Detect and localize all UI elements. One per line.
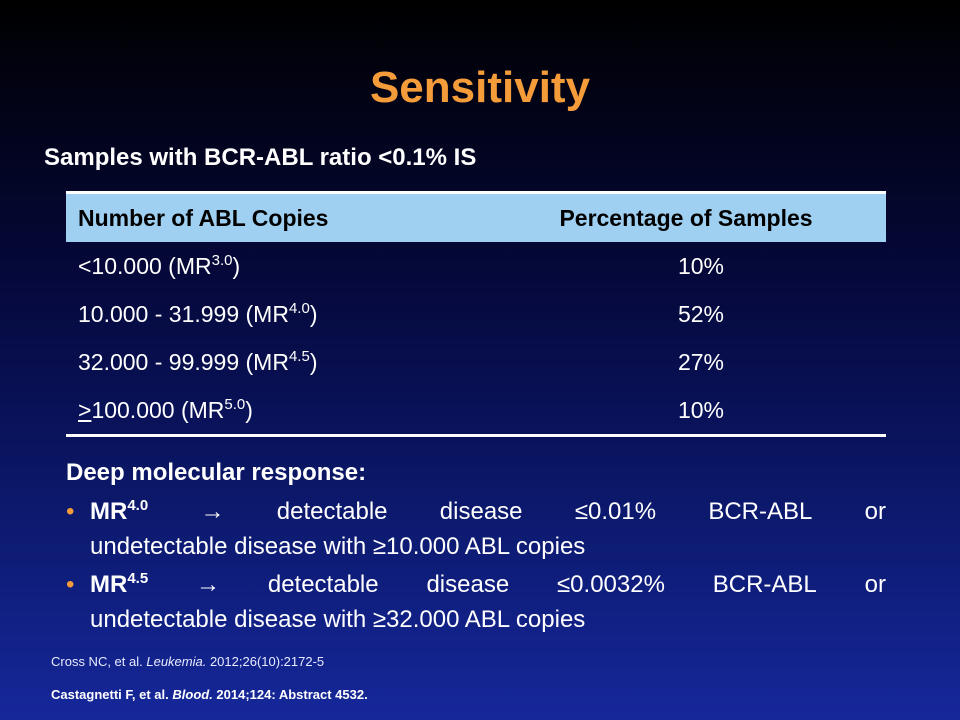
row-percent-cell: 10% — [677, 252, 725, 279]
ref-journal: Blood. — [172, 687, 213, 702]
reference-castagnetti: Castagnetti F, et al. Blood. 2014;124: A… — [51, 686, 368, 704]
row-percent-cell: 10% — [677, 396, 725, 423]
table-row: 10.000 - 31.999 (MR4.0) 52% — [66, 290, 886, 338]
row-mr-sup: 4.5 — [288, 347, 310, 365]
ref-authors: Cross NC, et al. — [51, 654, 147, 669]
bullet-line-2: undetectable disease with ≥32.000 ABL co… — [90, 606, 586, 633]
bullet-line-2: undetectable disease with ≥10.000 ABL co… — [90, 533, 586, 560]
ref-details: 2012;26(10):2172-5 — [206, 654, 325, 669]
row-suffix: ) — [245, 396, 253, 423]
bullet-word: ≤0.0032% — [557, 571, 665, 598]
bullet-word: detectable — [267, 571, 379, 598]
reference-cross: Cross NC, et al. Leukemia. 2012;26(10):2… — [51, 653, 324, 671]
row-base: 10.000 - 31.999 (MR — [78, 300, 289, 327]
table-row: >100.000 (MR5.0) 10% — [66, 386, 886, 434]
mr-sup: 4.0 — [127, 497, 149, 514]
bullet-word: or — [864, 498, 886, 525]
mr-sup: 4.5 — [127, 570, 149, 587]
row-mr-sup: 4.0 — [288, 299, 310, 317]
mr-base: MR — [90, 571, 128, 598]
bullet-line-1: MR4.0 → detectable disease ≤0.01% BCR-AB… — [66, 494, 886, 529]
row-copies-cell: <10.000 (MR3.0) — [66, 253, 516, 280]
header-percentage: Percentage of Samples — [559, 204, 813, 231]
mr-label: MR4.0 — [90, 494, 148, 529]
row-base: 32.000 - 99.999 (MR — [78, 348, 289, 375]
arrow-icon: → — [200, 498, 225, 525]
ref-authors: Castagnetti F, et al. — [51, 687, 173, 702]
table-row: 32.000 - 99.999 (MR4.5) 27% — [66, 338, 886, 386]
row-suffix: ) — [309, 300, 318, 327]
bullet-word: BCR-ABL — [708, 498, 813, 525]
slide-title: Sensitivity — [369, 63, 591, 112]
slide-subtitle: Samples with BCR-ABL ratio <0.1% IS — [44, 144, 477, 171]
bullet-item: • MR4.5 → detectable disease ≤0.0032% BC… — [66, 567, 886, 637]
row-suffix: ) — [232, 252, 241, 279]
mr-base: MR — [90, 498, 128, 525]
row-copies-cell: 10.000 - 31.999 (MR4.0) — [66, 301, 516, 328]
sensitivity-table: Number of ABL Copies Percentage of Sampl… — [66, 191, 886, 437]
bullet-line-1: MR4.5 → detectable disease ≤0.0032% BCR-… — [66, 567, 886, 602]
row-mr-sup: 3.0 — [211, 251, 233, 269]
row-copies-cell: >100.000 (MR5.0) — [66, 397, 516, 424]
row-suffix: ) — [309, 348, 318, 375]
mr-label: MR4.5 — [90, 567, 148, 602]
bullet-word: disease — [426, 571, 510, 598]
bullet-dot-icon: • — [66, 571, 75, 598]
bullet-word: ≤0.01% — [574, 498, 657, 525]
ref-journal: Leukemia. — [146, 654, 207, 669]
header-abl-copies: Number of ABL Copies — [78, 204, 329, 231]
bullet-item: • MR4.0 → detectable disease ≤0.01% BCR-… — [66, 494, 886, 564]
row-percent-cell: 27% — [677, 348, 725, 375]
deep-response-heading: Deep molecular response: — [66, 459, 367, 486]
row-base: <10.000 (MR — [78, 252, 212, 279]
arrow-icon: → — [196, 571, 221, 598]
bullet-word: or — [864, 571, 886, 598]
row-mr-sup: 5.0 — [224, 395, 246, 413]
row-percent-cell: 52% — [677, 300, 725, 327]
row-copies-cell: 32.000 - 99.999 (MR4.5) — [66, 349, 516, 376]
table-row: <10.000 (MR3.0) 10% — [66, 242, 886, 290]
bullet-word: detectable — [276, 498, 388, 525]
bullet-word: BCR-ABL — [712, 571, 817, 598]
table-header: Number of ABL Copies Percentage of Sampl… — [66, 194, 886, 242]
bullet-word: disease — [439, 498, 523, 525]
row-base: 100.000 (MR — [91, 396, 225, 423]
row-prefix: > — [78, 396, 92, 423]
bullet-dot-icon: • — [66, 498, 75, 525]
ref-details: 2014;124: Abstract 4532. — [212, 687, 368, 702]
